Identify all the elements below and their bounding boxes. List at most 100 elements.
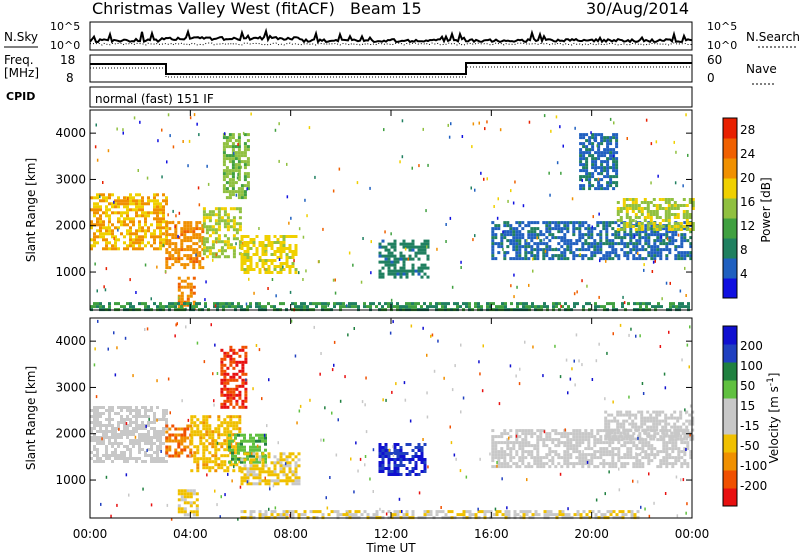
x-tick-label: 00:00 xyxy=(675,527,710,541)
velocity-cell xyxy=(489,510,493,514)
power-cell xyxy=(226,246,230,250)
power-cell xyxy=(647,245,651,249)
power-cell xyxy=(231,169,235,173)
power-colorbar-segment xyxy=(723,198,737,219)
power-cell xyxy=(222,145,226,149)
velocity-cell xyxy=(226,354,230,358)
power-cell xyxy=(504,305,507,309)
velocity-cell xyxy=(117,457,120,460)
power-cell xyxy=(132,238,135,242)
power-noise-cell xyxy=(445,240,447,243)
power-cell xyxy=(515,233,519,237)
velocity-cell xyxy=(640,437,644,441)
velocity-cell xyxy=(420,449,424,452)
velocity-cell xyxy=(566,432,570,436)
power-cell xyxy=(423,266,427,270)
power-cell xyxy=(530,245,534,249)
power-cell xyxy=(135,232,138,236)
power-noise-cell xyxy=(164,270,167,273)
velocity-cell xyxy=(587,462,591,466)
power-cell xyxy=(609,139,613,143)
velocity-cell xyxy=(581,456,585,460)
power-cell xyxy=(327,302,330,306)
power-cell xyxy=(539,248,543,252)
velocity-cell xyxy=(196,466,200,470)
velocity-cell xyxy=(620,465,624,469)
velocity-cell xyxy=(267,467,271,471)
velocity-noise-cell xyxy=(114,373,117,377)
power-cell xyxy=(623,254,627,258)
power-cell xyxy=(683,257,687,261)
velocity-cell xyxy=(192,510,196,514)
power-cell xyxy=(631,207,635,210)
velocity-cell xyxy=(261,454,264,458)
power-cell xyxy=(623,245,627,249)
power-cell xyxy=(572,233,576,237)
power-cell xyxy=(506,224,510,228)
velocity-noise-cell xyxy=(313,325,315,329)
power-cell xyxy=(229,225,233,229)
velocity-cell xyxy=(665,453,669,457)
power-cell xyxy=(211,243,215,247)
power-cell xyxy=(600,166,604,170)
power-cell xyxy=(120,202,123,206)
power-cell xyxy=(579,148,583,152)
velocity-cell xyxy=(226,421,230,425)
velocity-cell xyxy=(688,422,692,426)
velocity-cell xyxy=(235,424,239,428)
power-cell xyxy=(653,233,657,237)
power-noise-cell xyxy=(528,283,530,287)
power-noise-cell xyxy=(543,114,546,118)
velocity-noise-cell xyxy=(460,343,462,347)
velocity-cell xyxy=(249,510,253,514)
velocity-cell xyxy=(171,424,175,428)
power-cell xyxy=(195,221,199,225)
velocity-noise-cell xyxy=(443,376,445,380)
velocity-cell xyxy=(243,460,246,464)
power-cell xyxy=(676,207,680,210)
power-cell xyxy=(177,276,181,280)
power-cell xyxy=(153,235,156,239)
velocity-noise-cell xyxy=(501,477,503,481)
velocity-cell xyxy=(240,467,244,471)
velocity-cell xyxy=(600,513,604,517)
velocity-cell xyxy=(497,450,501,454)
velocity-cell xyxy=(387,455,391,458)
power-cell xyxy=(213,305,216,309)
velocity-cell xyxy=(546,513,550,517)
power-cell xyxy=(414,305,417,309)
power-cell xyxy=(333,302,336,306)
nsearch-tick-bottom: 10^0 xyxy=(707,39,737,52)
velocity-cell xyxy=(662,435,666,439)
velocity-cell xyxy=(661,410,665,414)
power-cell xyxy=(211,246,215,250)
velocity-cell xyxy=(492,513,496,517)
power-cell xyxy=(603,175,607,179)
power-cell xyxy=(93,244,96,248)
power-cell xyxy=(605,257,609,261)
power-cell xyxy=(659,233,663,237)
velocity-cell xyxy=(156,448,159,451)
power-cell xyxy=(90,223,93,227)
power-cell xyxy=(189,227,193,231)
velocity-cell xyxy=(102,412,105,415)
power-cell xyxy=(387,260,391,264)
velocity-cell xyxy=(220,360,224,364)
velocity-cell xyxy=(647,459,651,463)
power-cell xyxy=(515,236,519,240)
velocity-cell xyxy=(607,431,611,435)
velocity-cell xyxy=(521,438,525,442)
velocity-cell xyxy=(279,458,283,462)
power-cell xyxy=(126,205,129,209)
power-cell xyxy=(402,305,405,309)
velocity-cell xyxy=(524,456,528,460)
power-ytick-label: 3000 xyxy=(55,172,86,186)
velocity-cell xyxy=(622,428,626,432)
velocity-cell xyxy=(282,467,286,471)
velocity-noise-cell xyxy=(142,487,144,491)
power-cell xyxy=(291,253,295,256)
power-cell xyxy=(192,300,196,304)
velocity-cell xyxy=(584,447,588,451)
power-cell xyxy=(147,305,150,309)
velocity-noise-cell xyxy=(213,399,215,403)
